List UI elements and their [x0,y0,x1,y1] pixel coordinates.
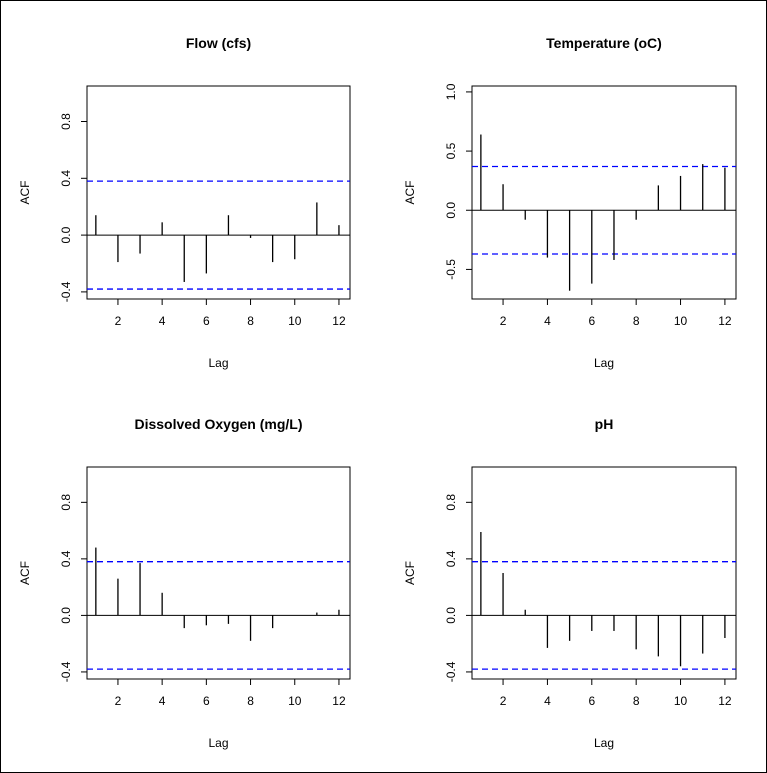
panel-title: Flow (cfs) [186,35,251,51]
acf-panel-3: Dissolved Oxygen (mg/L) -0.4 0.0 0.4 0.8 2 4 6 8… [18,416,351,750]
y-tick-label: 0.8 [59,494,73,511]
x-tick-label: 8 [247,314,254,328]
y-tick-label: 0.0 [59,607,73,624]
x-axis-label: Lag [594,356,614,370]
y-tick-label: 0.4 [59,170,73,187]
x-tick-label: 10 [288,314,302,328]
plot-box [471,85,737,300]
y-axis-label: ACF [403,181,417,205]
y-tick-label: 1.0 [444,83,458,100]
x-tick-label: 12 [718,694,732,708]
x-tick-label: 12 [332,694,346,708]
x-tick-label: 12 [718,314,732,328]
y-tick-label: 0.5 [444,142,458,159]
panel-title: pH [595,416,614,432]
x-axis-label: Lag [208,736,228,750]
x-tick-label: 4 [544,694,551,708]
x-tick-label: 8 [633,694,640,708]
plot-box [471,466,737,680]
y-tick-label: -0.5 [444,259,458,280]
y-axis-label: ACF [18,181,32,205]
y-axis-label: ACF [403,561,417,585]
x-tick-label: 2 [500,694,507,708]
panel-title: Dissolved Oxygen (mg/L) [134,416,302,432]
y-tick-label: 0.0 [444,202,458,219]
x-tick-label: 6 [203,694,210,708]
x-axis-label: Lag [208,356,228,370]
x-tick-label: 6 [588,694,595,708]
x-axis-label: Lag [594,736,614,750]
y-tick-label: 0.0 [59,226,73,243]
y-tick-label: 0.4 [444,550,458,567]
x-tick-label: 4 [159,314,166,328]
x-tick-label: 8 [247,694,254,708]
y-tick-label: 0.8 [444,494,458,511]
acf-panel-1: Flow (cfs) -0.4 0.0 0.4 0.8 2 4 6 8 10 12 Lag ACF [18,35,351,370]
y-tick-label: -0.4 [59,281,73,302]
x-tick-label: 12 [332,314,346,328]
x-tick-label: 8 [633,314,640,328]
plot-box [86,466,351,680]
x-tick-label: 4 [159,694,166,708]
y-tick-label: 0.0 [444,607,458,624]
x-tick-label: 4 [544,314,551,328]
panel-title: Temperature (oC) [546,35,662,51]
x-tick-label: 10 [288,694,302,708]
acf-panel-2: Temperature (oC) -0.5 0.0 0.5 1.0 2 4 6 8 10 12 Lag… [403,35,737,370]
acf-panel-4: pH -0.4 0.0 0.4 0.8 2 4 6 8 10 12 Lag ACF [403,416,737,750]
x-tick-label: 2 [115,314,122,328]
y-tick-label: -0.4 [444,661,458,682]
x-tick-label: 2 [115,694,122,708]
plot-box [86,85,351,300]
y-tick-label: 0.8 [59,113,73,130]
x-tick-label: 2 [500,314,507,328]
x-tick-label: 6 [588,314,595,328]
x-tick-label: 10 [674,314,688,328]
x-tick-label: 6 [203,314,210,328]
y-tick-label: 0.4 [59,550,73,567]
y-tick-label: -0.4 [59,661,73,682]
y-axis-label: ACF [18,561,32,585]
x-tick-label: 10 [674,694,688,708]
